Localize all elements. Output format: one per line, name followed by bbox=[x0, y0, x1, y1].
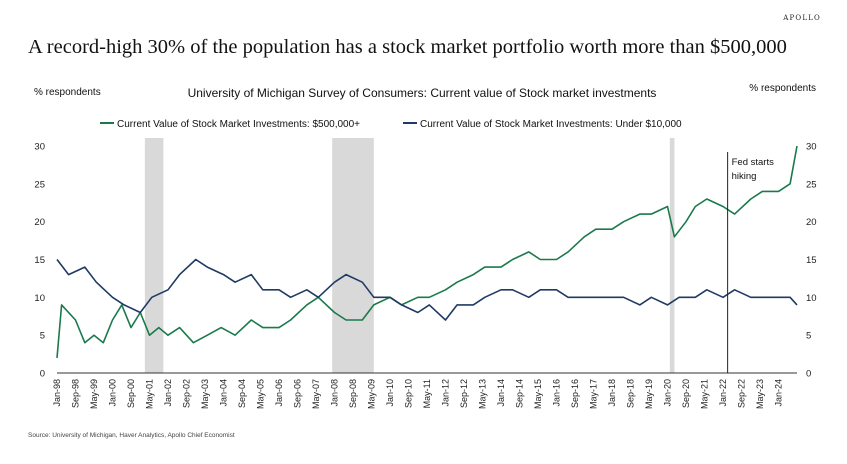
x-tick-label: Jan-02 bbox=[163, 379, 173, 407]
annotation-label-line1: Fed starts bbox=[732, 157, 774, 168]
y-tick-left: 10 bbox=[34, 293, 45, 304]
x-tick-label: Jan-24 bbox=[774, 379, 784, 407]
x-tick-label: Sep-06 bbox=[293, 379, 303, 408]
y-tick-left: 20 bbox=[34, 217, 45, 228]
y-tick-right: 25 bbox=[806, 179, 817, 190]
x-tick-label: Jan-20 bbox=[663, 379, 673, 407]
y-tick-right: 20 bbox=[806, 217, 817, 228]
x-tick-label: Jan-10 bbox=[385, 379, 395, 407]
x-tick-label: Sep-12 bbox=[459, 379, 469, 408]
y-tick-left: 5 bbox=[40, 331, 45, 342]
source-note: Source: University of Michigan, Haver An… bbox=[28, 432, 235, 439]
y-tick-left: 30 bbox=[34, 142, 45, 153]
recession-band bbox=[144, 138, 164, 373]
x-tick-label: May-19 bbox=[644, 379, 654, 409]
x-tick-label: Jan-12 bbox=[441, 379, 451, 407]
annotation: Fed starts hiking bbox=[727, 152, 774, 373]
x-tick-label: May-99 bbox=[89, 379, 99, 409]
y-tick-right: 30 bbox=[806, 142, 817, 153]
x-tick-label: Jan-04 bbox=[219, 379, 229, 407]
x-tick-label: Sep-22 bbox=[737, 379, 747, 408]
x-tick-label: Sep-00 bbox=[126, 379, 136, 408]
x-tick-label: May-13 bbox=[478, 379, 488, 409]
series-lines bbox=[56, 145, 798, 358]
x-tick-label: Jan-16 bbox=[552, 379, 562, 407]
y-tick-right: 5 bbox=[806, 331, 811, 342]
x-tick-label: May-03 bbox=[200, 379, 210, 409]
recession-shading bbox=[144, 138, 675, 373]
series-line-500k bbox=[56, 145, 798, 358]
x-tick-label: Jan-98 bbox=[52, 379, 62, 407]
y-axis-left-ticks: 0 5 10 15 20 25 30 bbox=[34, 142, 45, 380]
chart-title: University of Michigan Survey of Consume… bbox=[188, 86, 657, 100]
x-tick-label: May-09 bbox=[367, 379, 377, 409]
x-tick-label: May-11 bbox=[422, 379, 432, 408]
x-tick-label: Jan-14 bbox=[496, 379, 506, 407]
y-tick-right: 0 bbox=[806, 369, 811, 380]
x-axis-ticks: Jan-98 Sep-98 May-99 Jan-00 Sep-00 May-01 Jan-… bbox=[52, 379, 784, 409]
y-axis-right-ticks: 0 5 10 15 20 25 30 bbox=[806, 142, 817, 380]
recession-band bbox=[332, 138, 374, 373]
x-tick-label: Sep-20 bbox=[681, 379, 691, 408]
x-tick-label: May-17 bbox=[589, 379, 599, 409]
x-tick-label: Sep-18 bbox=[626, 379, 636, 408]
y-tick-right: 10 bbox=[806, 293, 817, 304]
x-tick-label: Sep-04 bbox=[237, 379, 247, 408]
x-tick-label: May-01 bbox=[145, 379, 155, 409]
x-tick-label: Jan-06 bbox=[274, 379, 284, 407]
x-tick-label: May-05 bbox=[256, 379, 266, 409]
legend: Current Value of Stock Market Investment… bbox=[100, 119, 682, 130]
x-tick-label: May-15 bbox=[533, 379, 543, 409]
x-tick-label: Jan-00 bbox=[108, 379, 118, 407]
legend-label-under10k: Current Value of Stock Market Investment… bbox=[420, 119, 682, 130]
x-tick-label: Sep-14 bbox=[515, 379, 525, 408]
annotation-label-line2: hiking bbox=[732, 171, 757, 182]
x-tick-label: Sep-98 bbox=[71, 379, 81, 408]
legend-label-500k: Current Value of Stock Market Investment… bbox=[117, 119, 360, 130]
recession-band bbox=[669, 138, 675, 373]
x-tick-label: Sep-08 bbox=[348, 379, 358, 408]
y-tick-left: 15 bbox=[34, 255, 45, 266]
y-axis-left-label: % respondents bbox=[34, 87, 101, 98]
x-tick-label: May-23 bbox=[755, 379, 765, 409]
series-line-under10k bbox=[56, 258, 798, 321]
y-axis-right-label: % respondents bbox=[749, 83, 816, 94]
y-tick-right: 15 bbox=[806, 255, 817, 266]
page-title: A record-high 30% of the population has … bbox=[28, 36, 787, 58]
x-tick-label: Jan-08 bbox=[330, 379, 340, 407]
x-tick-label: May-07 bbox=[311, 379, 321, 409]
x-tick-label: Jan-18 bbox=[607, 379, 617, 407]
x-tick-label: Sep-10 bbox=[404, 379, 414, 408]
x-tick-label: Sep-16 bbox=[570, 379, 580, 408]
x-tick-label: Sep-02 bbox=[182, 379, 192, 408]
brand-logo: APOLLO bbox=[783, 14, 821, 22]
x-tick-label: May-21 bbox=[700, 379, 710, 409]
x-tick-label: Jan-22 bbox=[718, 379, 728, 407]
y-tick-left: 0 bbox=[40, 369, 45, 380]
y-tick-left: 25 bbox=[34, 179, 45, 190]
